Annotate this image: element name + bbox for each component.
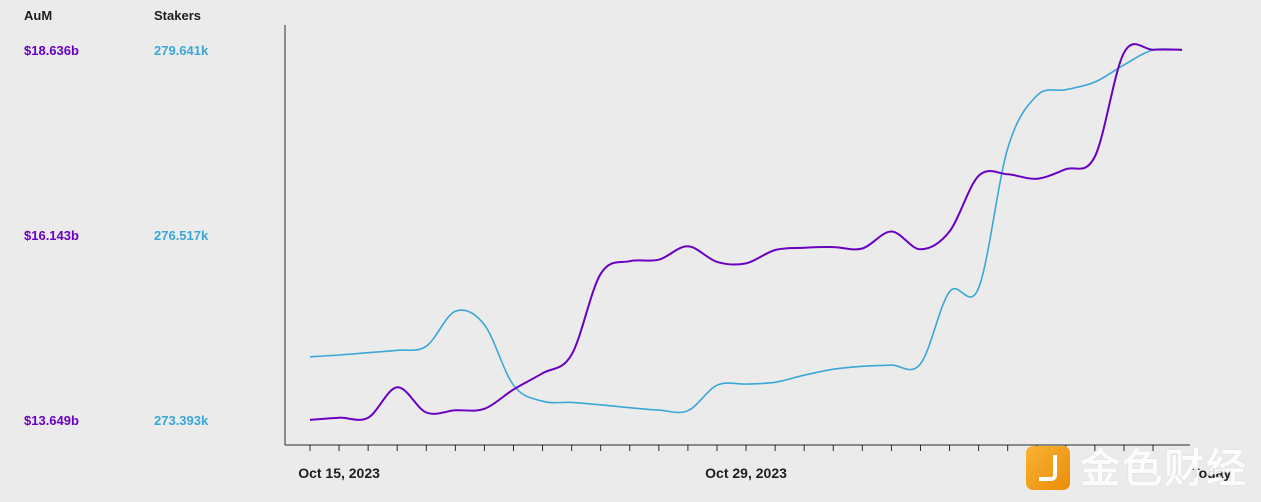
series-group: [309, 43, 1183, 421]
series-line-aum: [309, 43, 1183, 421]
stakers-tick-min: 273.393k: [154, 413, 209, 428]
x-tick-label: Today: [1191, 465, 1231, 481]
series-line-stakers: [309, 48, 1183, 414]
watermark-text: 金色财经: [1080, 446, 1248, 492]
stakers-legend-title: Stakers: [154, 8, 201, 23]
x-axis-labels: Oct 15, 2023 Oct 29, 2023 Today: [298, 465, 1231, 481]
aum-legend-title: AuM: [24, 8, 53, 23]
aum-tick-max: $18.636b: [24, 43, 79, 58]
stakers-tick-mid: 276.517k: [154, 228, 209, 243]
jinse-logo-icon: [1026, 446, 1070, 490]
stakers-tick-max: 279.641k: [154, 43, 209, 58]
x-tick-label: Oct 15, 2023: [298, 465, 380, 481]
x-tick-label: Oct 29, 2023: [705, 465, 787, 481]
watermark: 金色财经: [1026, 446, 1250, 492]
aum-tick-min: $13.649b: [24, 413, 79, 428]
aum-tick-mid: $16.143b: [24, 228, 79, 243]
